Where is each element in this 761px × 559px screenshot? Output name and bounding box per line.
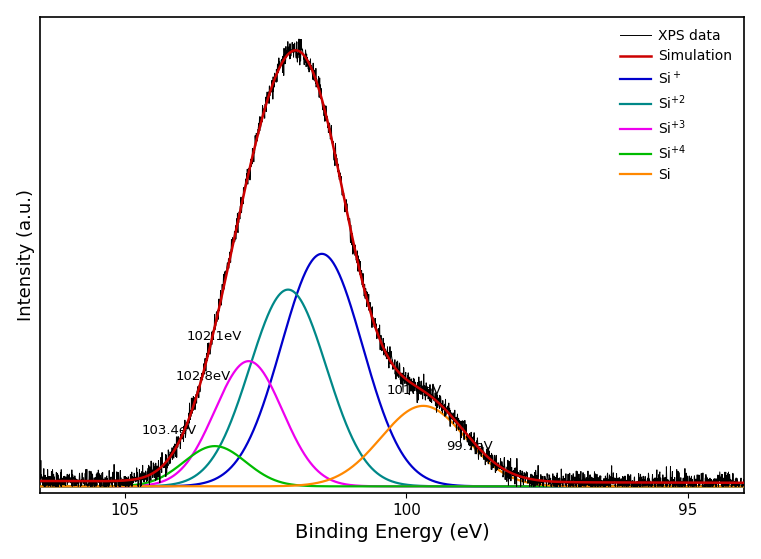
Text: 102.8eV: 102.8eV [176,370,231,383]
Line: Si: Si [0,406,761,486]
X-axis label: Binding Energy (eV): Binding Energy (eV) [295,523,489,542]
Si$^+$ [72,483,81,490]
Si [72,483,81,490]
Simulation [328,141,337,148]
Si$^{+3}$ [72,483,81,490]
Si$^{+2}$ [284,286,293,293]
Text: 102.1eV: 102.1eV [186,330,242,343]
Line: XPS data: XPS data [0,39,761,486]
Si$^+$ [121,483,130,490]
Line: Si$^{+4}$: Si$^{+4}$ [0,446,761,486]
Si$^{+3}$ [121,483,130,490]
Si$^{+4}$ [293,482,302,489]
Si$^{+3}$ [244,358,253,364]
Si$^{+2}$ [693,483,702,490]
Si$^+$ [693,483,702,490]
Si$^{+3}$ [328,477,337,484]
Si$^+$ [328,259,337,266]
Legend: XPS data, Simulation, Si$^+$, Si$^{+2}$, Si$^{+3}$, Si$^{+4}$, Si: XPS data, Simulation, Si$^+$, Si$^{+2}$,… [615,23,737,187]
Line: Si$^+$: Si$^+$ [0,254,761,486]
Si$^{+4}$ [210,443,219,449]
Si [419,402,428,409]
Si$^{+2}$ [121,483,130,490]
Si$^{+2}$ [328,383,337,390]
Si$^{+3}$ [693,483,702,490]
Si$^{+4}$ [693,483,702,490]
Si$^{+2}$ [293,292,302,299]
Si$^{+2}$ [72,483,81,490]
Y-axis label: Intensity (a.u.): Intensity (a.u.) [17,189,35,321]
Line: Si$^{+2}$: Si$^{+2}$ [0,290,761,486]
Simulation [291,47,301,54]
XPS data [295,36,304,42]
Line: Simulation: Simulation [0,50,761,483]
Si$^+$ [317,250,326,257]
Si$^{+4}$ [72,483,81,490]
Text: 101.5eV: 101.5eV [387,383,442,397]
Text: 99.7eV: 99.7eV [446,439,492,453]
Si$^{+3}$ [293,439,302,446]
Line: Si$^{+3}$: Si$^{+3}$ [0,361,761,486]
Simulation [121,477,130,484]
Simulation [693,479,702,486]
Si$^{+4}$ [121,482,130,489]
Si [328,475,337,482]
XPS data [73,481,82,487]
XPS data [293,59,302,65]
Simulation [293,47,302,54]
Text: 103.4eV: 103.4eV [142,424,197,437]
Simulation [72,478,81,485]
Si [121,483,130,490]
Si [292,482,301,489]
XPS data [693,471,702,478]
XPS data [329,138,338,145]
Si$^+$ [292,290,301,297]
Si [693,483,702,490]
XPS data [121,474,130,481]
Si$^{+4}$ [328,483,337,490]
